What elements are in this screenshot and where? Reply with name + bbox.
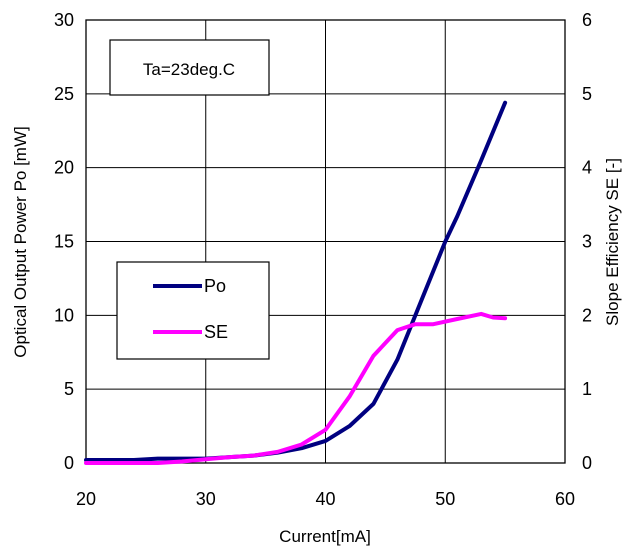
ticks-layer: 20 30 40 50 60 0 5 10 15 20 25 30 0 1 2 3 4 5 6 [54,10,592,509]
annotation-text: Ta=23deg.C [143,60,235,79]
y2-tick-label: 2 [582,305,592,325]
y-tick-label: 0 [64,453,74,473]
legend-frame [116,261,270,360]
y2-tick-label: 4 [582,158,592,178]
y2-axis-title: Slope Efficiency SE [-] [603,158,622,326]
y2-tick-label: 5 [582,84,592,104]
series-line-po [84,100,508,462]
series-line-se [84,311,508,465]
annotation-box: Ta=23deg.C [109,39,270,96]
x-tick-label: 30 [196,489,216,509]
legend-label-po: Po [204,276,226,296]
y-tick-label: 5 [64,379,74,399]
y-tick-label: 10 [54,305,74,325]
y2-tick-label: 0 [582,453,592,473]
y-tick-label: 25 [54,84,74,104]
y2-tick-label: 3 [582,232,592,252]
x-tick-label: 50 [435,489,455,509]
y-tick-label: 20 [54,158,74,178]
x-tick-label: 60 [555,489,575,509]
plot-frame [85,19,566,464]
y2-tick-label: 1 [582,379,592,399]
x-axis-title: Current[mA] [279,527,371,546]
x-tick-label: 40 [315,489,335,509]
series-layer [84,100,508,465]
annotation-frame [109,39,270,96]
y-tick-label: 30 [54,10,74,30]
legend: Po SE [116,261,270,360]
x-tick-label: 20 [76,489,96,509]
y-tick-label: 15 [54,232,74,252]
legend-label-se: SE [204,322,228,342]
y-axis-title: Optical Output Power Po [mW] [11,126,30,357]
y2-tick-label: 6 [582,10,592,30]
